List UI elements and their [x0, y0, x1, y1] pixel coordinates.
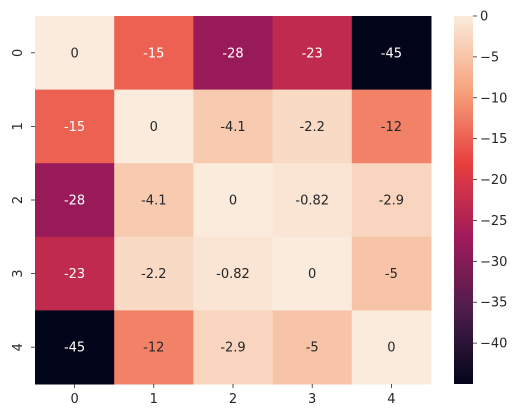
x-tick-label-2: 2: [229, 392, 237, 407]
heatmap-cell-4-3: [272, 310, 353, 385]
x-tick-label-4: 4: [387, 392, 395, 407]
heatmap-cell-label-1-3: -2.2: [300, 120, 325, 135]
heatmap-cell-2-0: [35, 163, 115, 238]
heatmap-cell-3-4: [351, 236, 432, 311]
heatmap-cell-label-4-0: -45: [64, 341, 85, 356]
x-tick-label-3: 3: [308, 392, 316, 407]
heatmap-cell-4-0: [35, 310, 115, 385]
heatmap-cell-0-3: [272, 16, 353, 91]
heatmap-cell-0-1: [114, 16, 194, 91]
x-axis: 0 1 2 3 4: [70, 384, 396, 407]
heatmap-cell-label-0-3: -23: [302, 46, 323, 61]
heatmap-cell-label-2-1: -4.1: [141, 194, 166, 209]
colorbar-tick-label-0: 0: [480, 10, 488, 25]
heatmap-cell-label-3-0: -23: [64, 267, 85, 282]
heatmap-cell-0-0: [35, 16, 115, 91]
heatmap-cell-1-3: [272, 89, 353, 164]
heatmap-cell-label-3-1: -2.2: [141, 267, 166, 282]
heatmap-cell-label-3-4: -5: [385, 267, 398, 282]
heatmap-cell-label-2-0: -28: [64, 194, 85, 209]
heatmap-cell-4-2: [193, 310, 274, 385]
heatmap-cell-3-1: [114, 236, 194, 311]
heatmap-cell-2-3: [272, 163, 353, 238]
colorbar-tick-label-5: −25: [480, 214, 507, 229]
colorbar-tick-label-1: −5: [480, 50, 499, 65]
colorbar-gradient: [454, 16, 473, 384]
y-tick-label-4: 4: [11, 343, 26, 351]
x-tick-label-0: 0: [70, 392, 78, 407]
heatmap-cell-label-4-1: -12: [143, 341, 164, 356]
heatmap-cell-label-3-2: -0.82: [216, 267, 250, 282]
heatmap-cell-label-4-3: -5: [306, 341, 319, 356]
colorbar-tick-label-2: −10: [480, 91, 507, 106]
heatmap-cell-label-2-3: -0.82: [295, 194, 329, 209]
heatmap-cell-label-1-0: -15: [64, 120, 85, 135]
heatmap-cell-2-2: [193, 163, 274, 238]
heatmap-cell-2-1: [114, 163, 194, 238]
heatmap-cell-label-0-0: 0: [70, 46, 78, 61]
heatmap-cell-label-4-2: -2.9: [220, 341, 245, 356]
colorbar-tick-label-4: −20: [480, 173, 507, 188]
heatmap-cell-label-0-4: -45: [381, 46, 402, 61]
heatmap-cell-labels: 0 -15 -28 -23 -45 -15 0 -4.1 -2.2 -12 -28 -4.1 0 -0.8…: [64, 46, 404, 355]
y-tick-label-1: 1: [11, 122, 26, 130]
heatmap-cell-1-1: [114, 89, 194, 164]
y-tick-label-0: 0: [11, 49, 26, 57]
y-tick-label-3: 3: [11, 269, 26, 277]
heatmap-cell-label-1-1: 0: [150, 120, 158, 135]
heatmap-cell-0-2: [193, 16, 274, 91]
heatmap-cell-label-1-2: -4.1: [220, 120, 245, 135]
heatmap-cell-1-0: [35, 89, 115, 164]
heatmap-cell-3-0: [35, 236, 115, 311]
heatmap-cell-4-4: [351, 310, 432, 385]
colorbar-tick-label-6: −30: [480, 255, 507, 270]
y-tick-label-2: 2: [11, 196, 26, 204]
heatmap-cell-1-4: [351, 89, 432, 164]
heatmap-cell-0-4: [351, 16, 432, 91]
colorbar: 0 −5 −10 −15 −20 −25 −30 −35 −40: [454, 10, 507, 384]
heatmap-cells: [35, 16, 432, 385]
heatmap-cell-3-2: [193, 236, 274, 311]
colorbar-tick-label-3: −15: [480, 132, 507, 147]
heatmap-cell-label-0-1: -15: [143, 46, 164, 61]
heatmap-cell-label-3-3: 0: [308, 267, 316, 282]
x-tick-label-1: 1: [150, 392, 158, 407]
heatmap-cell-2-4: [351, 163, 432, 238]
heatmap-cell-1-2: [193, 89, 274, 164]
heatmap-cell-4-1: [114, 310, 194, 385]
heatmap-cell-3-3: [272, 236, 353, 311]
colorbar-tick-label-7: −35: [480, 296, 507, 311]
heatmap-cell-label-2-4: -2.9: [379, 194, 404, 209]
heatmap-cell-label-1-4: -12: [381, 120, 402, 135]
heatmap-cell-label-4-4: 0: [387, 341, 395, 356]
heatmap-cell-label-0-2: -28: [222, 46, 243, 61]
y-axis: 0 1 2 3 4: [11, 49, 35, 351]
colorbar-tick-label-8: −40: [480, 337, 507, 352]
heatmap-cell-label-2-2: 0: [229, 194, 237, 209]
